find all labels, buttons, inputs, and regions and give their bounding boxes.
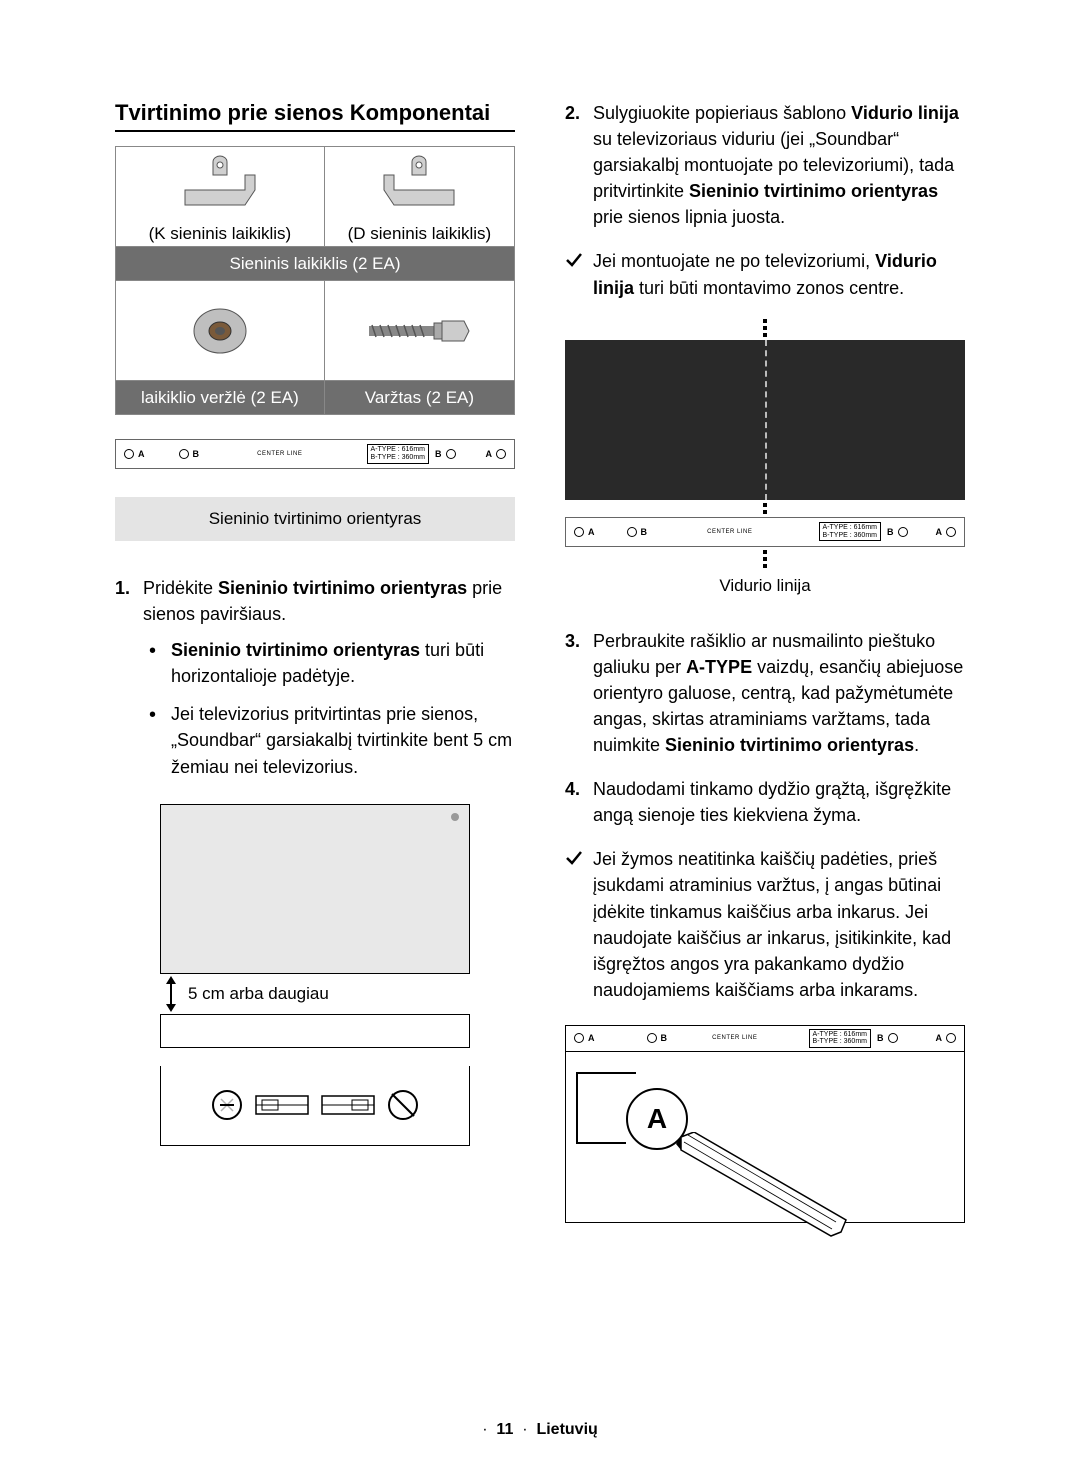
section-title: Tvirtinimo prie sienos Komponentai [115,100,515,126]
step-3: Perbraukite rašiklio ar nusmailinto pieš… [565,628,965,758]
g3a2: A [936,1033,943,1043]
dots-bot [565,550,965,568]
bullet-2: Jei televizorius pritvirtintas prie sien… [143,701,515,779]
g2a2: A [936,527,943,537]
figure-tv-dark: A B CENTER LINE A-TYPE : 616mm B-TYPE : … [565,319,965,596]
s3d: Sieninio tvirtinimo orientyras [665,735,914,755]
drill-top-guide: A B CENTER LINE A-TYPE : 616mm B-TYPE : … [566,1026,964,1052]
g2ta: A-TYPE : 616mm [823,524,877,531]
g3-type-box: A-TYPE : 616mm B-TYPE : 360mm [809,1029,871,1048]
screw-image-cell [324,281,514,381]
step1-bold: Sieninio tvirtinimo orientyras [218,578,467,598]
d-bracket-image-cell: (D sieninis laikiklis) [324,147,514,247]
soundbar-rect [160,1014,470,1048]
g3ta: A-TYPE : 616mm [813,1031,867,1038]
bracket-l-icon [175,150,265,220]
footer-page: 11 [496,1421,513,1438]
bullet-1: Sieninio tvirtinimo orientyras turi būti… [143,637,515,689]
mount-bracket-icon [254,1086,310,1124]
k-bracket-image-cell: (K sieninis laikiklis) [116,147,325,247]
page-footer: · 11 · Lietuvių [0,1421,1080,1439]
c1c: turi būti montavimo zonos centre. [634,278,904,298]
mount-hole2-icon [386,1088,420,1122]
figure-drill: A B CENTER LINE A-TYPE : 616mm B-TYPE : … [565,1025,965,1223]
title-underline [115,130,515,132]
d-bracket-label: (D sieninis laikiklis) [325,224,514,244]
s2b2: Sieninio tvirtinimo orientyras [689,181,938,201]
s2b1: Vidurio linija [851,103,959,123]
guide-a2-label: A [486,449,493,459]
guide-b2-label: B [435,449,442,459]
screw-icon [364,311,474,351]
tv-dark-rect [565,340,965,500]
g3c: CENTER LINE [667,1035,803,1041]
dots-mid [565,503,965,514]
figure-tv-mount: 5 cm arba daugiau [160,804,470,1146]
dots-top [565,319,965,337]
check-note-2: Jei žymos neatitinka kaiščių padėties, p… [565,846,965,1003]
screw-label: Varžtas (2 EA) [324,381,514,415]
footer-dot2: · [522,1421,527,1438]
check-note-1: Jei montuojate ne po televizoriumi, Vidu… [565,248,965,300]
bullet1-bold: Sieninio tvirtinimo orientyras [171,640,420,660]
g2-type-box: A-TYPE : 616mm B-TYPE : 360mm [819,522,881,541]
bracket-row [160,1066,470,1146]
g3a: A [588,1033,595,1043]
footer-dot1: · [482,1421,487,1438]
g3b2: B [877,1033,884,1043]
pencil-icon [676,1132,856,1242]
mount-bracket2-icon [320,1086,376,1124]
g2c: CENTER LINE [647,529,813,535]
guide-a-label: A [138,449,145,459]
mount-hole-icon [210,1088,244,1122]
guide-type-a: A-TYPE : 616mm [371,446,425,453]
s3e: . [914,735,919,755]
g2tb: B-TYPE : 360mm [823,532,877,539]
footer-lang: Lietuvių [536,1421,597,1438]
s2d: prie sienos lipnia juosta. [593,207,785,227]
fig2-caption: Vidurio linija [565,576,965,596]
step1-lead: Pridėkite [143,578,218,598]
tv-rect [160,804,470,974]
components-table: (K sieninis laikiklis) (D sieninis laiki… [115,146,515,415]
k-bracket-label: (K sieninis laikiklis) [116,224,324,244]
corner-line2 [576,1132,626,1144]
step-2: Sulygiuokite popieriaus šablono Vidurio … [565,100,965,230]
guide-type-box: A-TYPE : 616mm B-TYPE : 360mm [367,444,429,463]
gap-arrow-icon [160,976,182,1012]
nut-icon [185,301,255,361]
guide-type-b: B-TYPE : 360mm [371,454,425,461]
g2a: A [588,527,595,537]
c2-text: Jei žymos neatitinka kaiščių padėties, p… [593,849,951,999]
bracket-wide-label: Sieninis laikiklis (2 EA) [116,247,515,281]
nut-image-cell [116,281,325,381]
gap-label: 5 cm arba daugiau [182,984,329,1004]
s3b: A-TYPE [686,657,752,677]
g3tb: B-TYPE : 360mm [813,1038,867,1045]
guide-center-label: CENTER LINE [199,451,361,457]
nut-label: laikiklio veržlė (2 EA) [116,381,325,415]
step-4: Naudodami tinkamo dydžio grąžtą, išgręžk… [565,776,965,828]
bracket-r-icon [374,150,464,220]
guide-on-tv: A B CENTER LINE A-TYPE : 616mm B-TYPE : … [565,517,965,547]
check-icon-2 [565,850,583,866]
guide-name-box: Sieninio tvirtinimo orientyras [115,497,515,541]
s2a: Sulygiuokite popieriaus šablono [593,103,851,123]
step-1: Pridėkite Sieninio tvirtinimo orientyras… [115,575,515,780]
check-icon [565,252,583,268]
g2b2: B [887,527,894,537]
c1a: Jei montuojate ne po televizoriumi, [593,251,875,271]
guide-strip: A B CENTER LINE A-TYPE : 616mm B-TYPE : … [115,439,515,469]
